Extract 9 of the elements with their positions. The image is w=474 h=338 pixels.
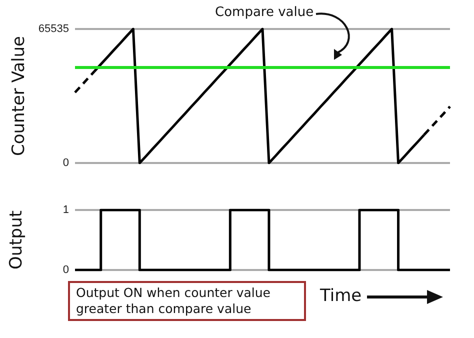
y-tick-label: 1 (62, 204, 69, 216)
text: Compare value (215, 5, 314, 20)
y-tick-label: 0 (62, 157, 69, 169)
y-axis-title: Output (6, 210, 26, 270)
y-axis-title: Counter Value (9, 36, 30, 156)
y-tick-label: 65535 (38, 23, 69, 35)
text: Output ON when counter value greater than compare value (68, 281, 306, 321)
y-tick-label: 0 (62, 264, 69, 276)
x-axis-title: Time (320, 286, 362, 306)
